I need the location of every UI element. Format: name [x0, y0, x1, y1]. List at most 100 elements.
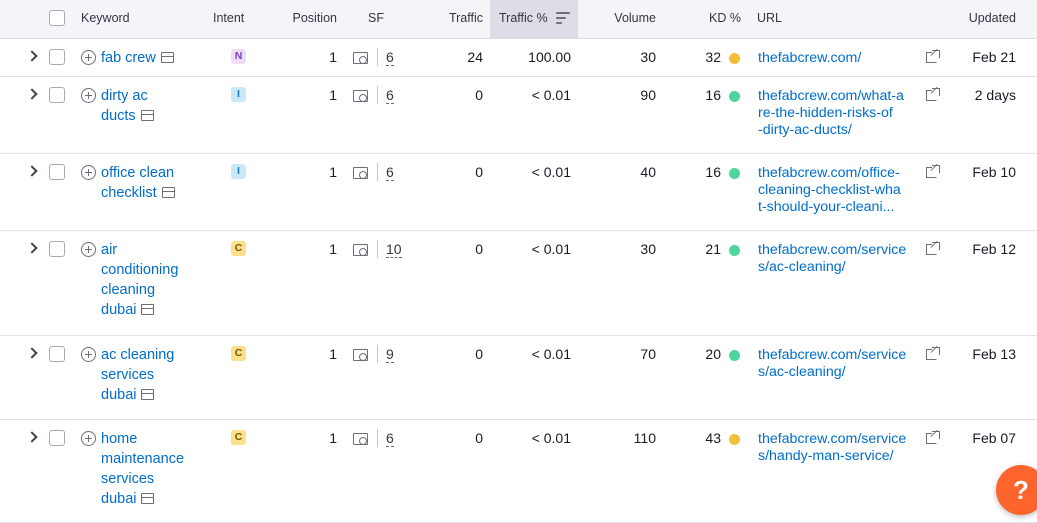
add-to-list-icon[interactable]: [81, 431, 96, 446]
keyword-line[interactable]: ac cleaning: [101, 347, 175, 363]
url-link[interactable]: thefabcrew.com/office-cleaning-checklist…: [758, 165, 920, 216]
col-position[interactable]: Position: [292, 11, 337, 25]
url-link[interactable]: thefabcrew.com/service s/handy-man-servic…: [758, 431, 920, 465]
serp-features-icon[interactable]: [353, 244, 368, 256]
keyword-line[interactable]: conditioning: [101, 262, 179, 278]
url-line[interactable]: thefabcrew.com/: [758, 50, 862, 66]
serp-snapshot-icon[interactable]: [141, 389, 155, 400]
expand-chevron-icon[interactable]: [28, 243, 38, 253]
serp-features-icon[interactable]: [353, 349, 368, 361]
external-link-icon[interactable]: [926, 345, 940, 360]
col-url[interactable]: URL: [757, 11, 783, 25]
add-to-list-icon[interactable]: [81, 347, 96, 362]
serp-snapshot-icon[interactable]: [140, 110, 154, 121]
url-line[interactable]: s/ac-cleaning/: [758, 364, 846, 380]
expand-chevron-icon[interactable]: [28, 432, 38, 442]
table-row: air conditioning cleaning dubai C 1 10 0 < …: [0, 230, 1037, 336]
row-checkbox[interactable]: [49, 49, 65, 65]
col-updated[interactable]: Updated: [968, 11, 1016, 25]
keyword-line[interactable]: services: [101, 367, 155, 383]
keyword-line[interactable]: maintenance: [101, 451, 185, 467]
sort-descending-icon[interactable]: [556, 12, 570, 24]
keyword-line[interactable]: dubai: [101, 489, 201, 509]
keyword-link[interactable]: office clean checklist: [101, 163, 201, 203]
keyword-line[interactable]: cleaning: [101, 282, 156, 298]
url-line[interactable]: thefabcrew.com/what-a: [758, 88, 904, 104]
serp-features-icon[interactable]: [353, 52, 368, 64]
url-line[interactable]: re-the-hidden-risks-of: [758, 105, 893, 121]
external-link-icon[interactable]: [926, 429, 940, 444]
sf-count-link[interactable]: 6: [386, 430, 394, 447]
serp-snapshot-icon[interactable]: [160, 52, 174, 63]
url-line[interactable]: thefabcrew.com/service: [758, 347, 907, 363]
keyword-line[interactable]: checklist: [101, 183, 201, 203]
keyword-line[interactable]: office clean: [101, 165, 175, 181]
help-button[interactable]: ?: [996, 465, 1037, 515]
sf-count-link[interactable]: 10: [386, 241, 402, 258]
external-link-icon[interactable]: [926, 163, 940, 178]
url-line[interactable]: thefabcrew.com/service: [758, 431, 907, 447]
url-line[interactable]: t-should-your-cleani...: [758, 199, 895, 215]
row-checkbox[interactable]: [49, 241, 65, 257]
keyword-line[interactable]: dirty ac: [101, 88, 148, 104]
url-line[interactable]: s/handy-man-service/: [758, 448, 894, 464]
col-traffic-pct[interactable]: Traffic %: [499, 11, 548, 25]
col-traffic-pct-sorted[interactable]: [490, 0, 578, 38]
keyword-link[interactable]: ac cleaning services dubai: [101, 345, 201, 405]
keyword-line[interactable]: services: [101, 471, 155, 487]
url-link[interactable]: thefabcrew.com/service s/ac-cleaning/: [758, 242, 920, 276]
expand-chevron-icon[interactable]: [28, 348, 38, 358]
expand-chevron-icon[interactable]: [28, 51, 38, 61]
expand-chevron-icon[interactable]: [28, 166, 38, 176]
keyword-link[interactable]: fab crew: [101, 48, 201, 68]
url-link[interactable]: thefabcrew.com/what-a re-the-hidden-risks…: [758, 88, 920, 139]
keyword-link[interactable]: air conditioning cleaning dubai: [101, 240, 201, 320]
serp-snapshot-icon[interactable]: [141, 493, 155, 504]
sf-count-link[interactable]: 9: [386, 346, 394, 363]
serp-features-icon[interactable]: [353, 433, 368, 445]
table-row: home maintenance services dubai C 1 6 0 < 0…: [0, 419, 1037, 523]
sf-count-link[interactable]: 6: [386, 87, 394, 104]
col-volume[interactable]: Volume: [614, 11, 656, 25]
url-link[interactable]: thefabcrew.com/service s/ac-cleaning/: [758, 347, 920, 381]
row-checkbox[interactable]: [49, 346, 65, 362]
url-link[interactable]: thefabcrew.com/: [758, 50, 920, 67]
col-traffic[interactable]: Traffic: [448, 11, 483, 25]
serp-snapshot-icon[interactable]: [161, 187, 175, 198]
serp-snapshot-icon[interactable]: [141, 304, 155, 315]
keyword-line[interactable]: home: [101, 431, 138, 447]
sf-count-link[interactable]: 6: [386, 49, 394, 66]
add-to-list-icon[interactable]: [81, 165, 96, 180]
col-intent[interactable]: Intent: [213, 11, 245, 25]
col-keyword[interactable]: Keyword: [81, 11, 130, 25]
add-to-list-icon[interactable]: [81, 50, 96, 65]
url-line[interactable]: -dirty-ac-ducts/: [758, 122, 852, 138]
select-all-checkbox[interactable]: [49, 10, 65, 26]
sf-count-link[interactable]: 6: [386, 164, 394, 181]
serp-features-icon[interactable]: [353, 167, 368, 179]
position-value: 1: [329, 241, 337, 257]
keyword-link[interactable]: home maintenance services dubai: [101, 429, 201, 509]
add-to-list-icon[interactable]: [81, 88, 96, 103]
expand-chevron-icon[interactable]: [28, 89, 38, 99]
url-line[interactable]: thefabcrew.com/service: [758, 242, 907, 258]
row-checkbox[interactable]: [49, 164, 65, 180]
row-checkbox[interactable]: [49, 430, 65, 446]
add-to-list-icon[interactable]: [81, 242, 96, 257]
external-link-icon[interactable]: [926, 240, 940, 255]
keyword-line[interactable]: dubai: [101, 385, 201, 405]
url-line[interactable]: cleaning-checklist-wha: [758, 182, 901, 198]
url-line[interactable]: s/ac-cleaning/: [758, 259, 846, 275]
col-kd[interactable]: KD %: [709, 11, 741, 25]
url-line[interactable]: thefabcrew.com/office-: [758, 165, 900, 181]
keyword-line[interactable]: fab crew: [101, 48, 201, 68]
keyword-line[interactable]: dubai: [101, 300, 201, 320]
external-link-icon[interactable]: [926, 86, 940, 101]
row-checkbox[interactable]: [49, 87, 65, 103]
external-link-icon[interactable]: [926, 48, 940, 63]
keyword-line[interactable]: air: [101, 242, 118, 258]
col-sf[interactable]: SF: [368, 11, 384, 25]
serp-features-icon[interactable]: [353, 90, 368, 102]
keyword-line[interactable]: ducts: [101, 106, 201, 126]
keyword-link[interactable]: dirty ac ducts: [101, 86, 201, 126]
